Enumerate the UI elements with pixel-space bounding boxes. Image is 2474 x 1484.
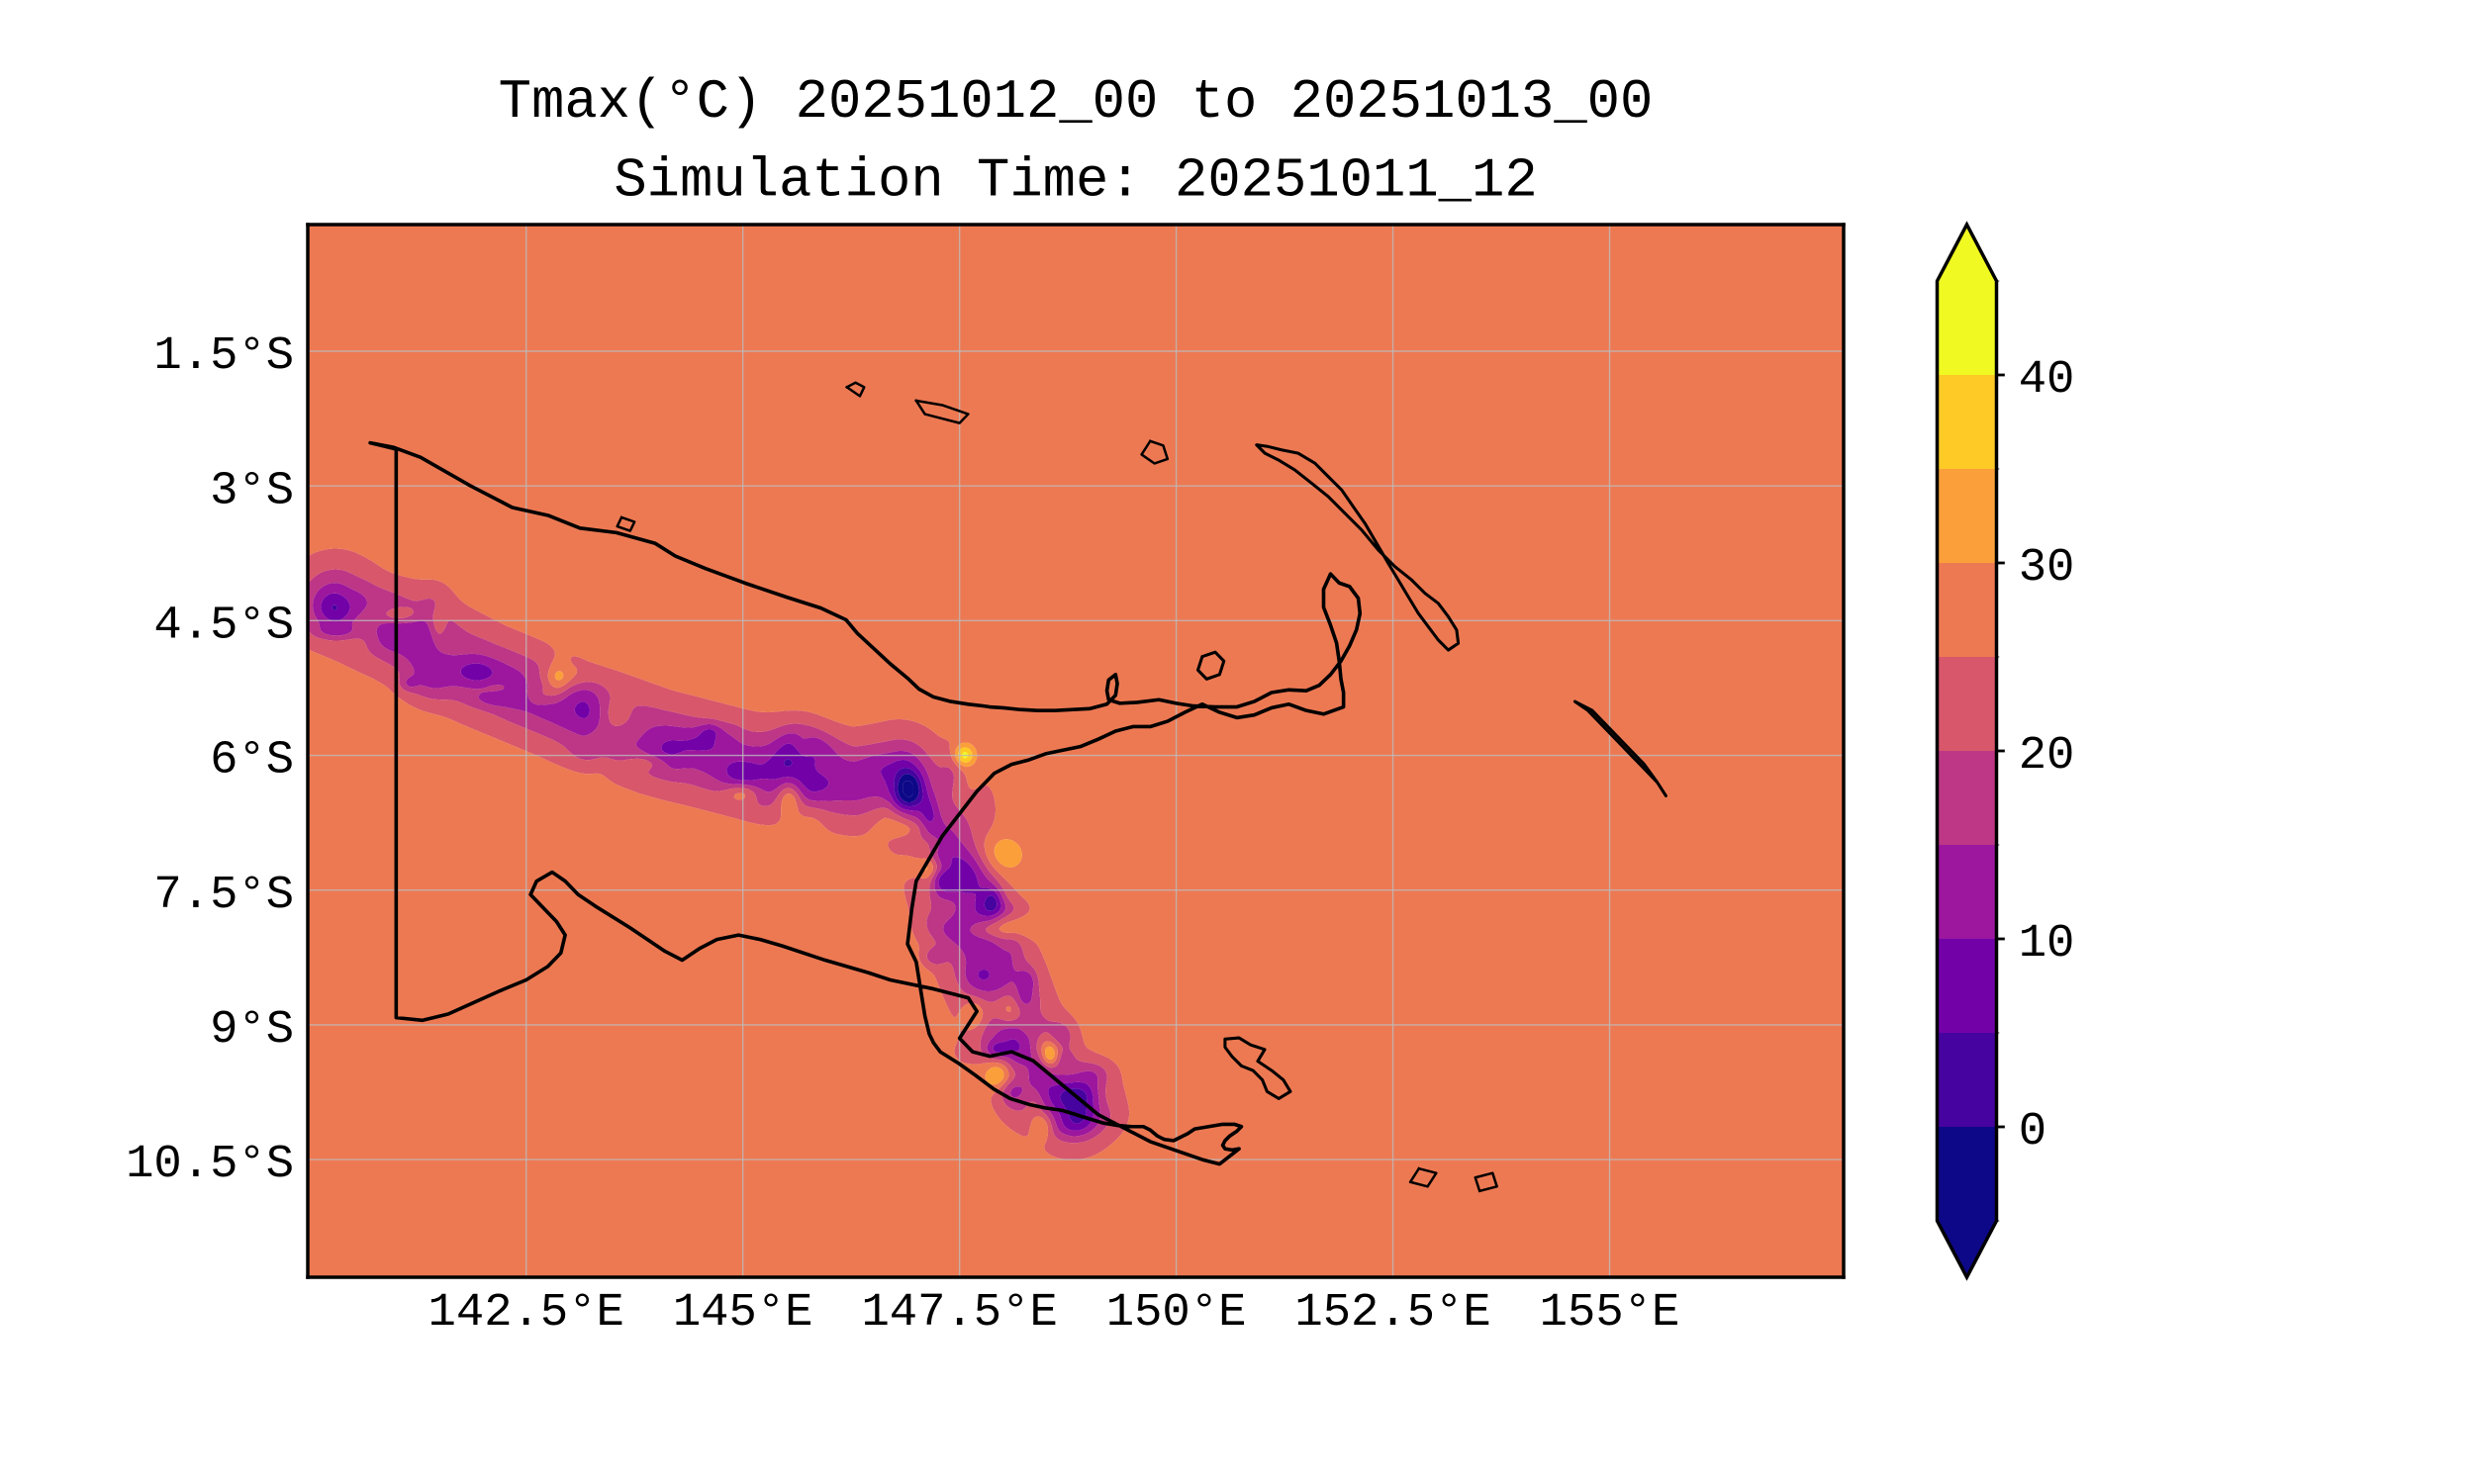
svg-text:20: 20: [2019, 730, 2075, 783]
svg-text:1.5°S: 1.5°S: [153, 330, 294, 383]
svg-text:142.5°E: 142.5°E: [428, 1287, 624, 1340]
svg-text:Simulation Time: 20251011_12: Simulation Time: 20251011_12: [614, 149, 1537, 212]
svg-text:0: 0: [2019, 1106, 2046, 1159]
svg-text:6°S: 6°S: [210, 735, 294, 788]
svg-text:147.5°E: 147.5°E: [861, 1287, 1057, 1340]
svg-text:10.5°S: 10.5°S: [126, 1139, 294, 1191]
svg-text:152.5°E: 152.5°E: [1294, 1287, 1490, 1340]
svg-text:Tmax(°C) 20251012_00 to 202510: Tmax(°C) 20251012_00 to 20251013_00: [499, 71, 1654, 134]
svg-text:145°E: 145°E: [673, 1287, 813, 1340]
svg-text:30: 30: [2019, 542, 2075, 595]
svg-text:155°E: 155°E: [1540, 1287, 1680, 1340]
svg-text:3°S: 3°S: [210, 465, 294, 517]
svg-text:9°S: 9°S: [210, 1004, 294, 1057]
svg-text:150°E: 150°E: [1106, 1287, 1247, 1340]
svg-text:40: 40: [2019, 354, 2075, 407]
svg-text:4.5°S: 4.5°S: [153, 600, 294, 652]
svg-text:10: 10: [2019, 918, 2075, 971]
svg-text:7.5°S: 7.5°S: [153, 870, 294, 922]
